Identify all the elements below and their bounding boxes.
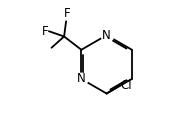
Text: N: N bbox=[77, 72, 86, 85]
Text: F: F bbox=[63, 7, 70, 20]
Text: F: F bbox=[41, 25, 48, 38]
Text: N: N bbox=[102, 29, 111, 42]
Text: Cl: Cl bbox=[121, 79, 132, 92]
